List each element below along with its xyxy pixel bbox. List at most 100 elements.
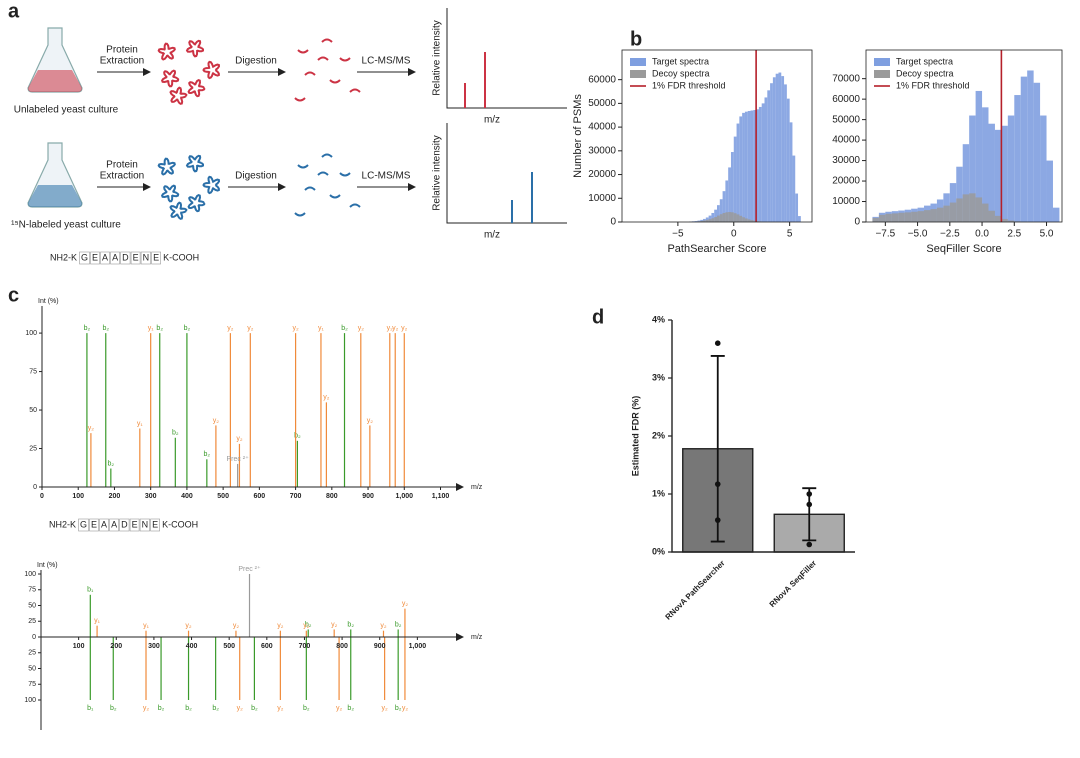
histogram-bar: [739, 116, 743, 222]
histogram-bar: [747, 110, 751, 222]
peak-label: b₂: [251, 705, 258, 712]
histogram-bar: [1020, 76, 1028, 222]
y-tick-label: 25: [28, 618, 36, 625]
x-tick-label: 800: [326, 493, 338, 500]
histogram-bar: [703, 220, 706, 222]
histogram-bar: [761, 103, 765, 222]
peak-label: b₂: [212, 705, 219, 712]
residue-box: [150, 518, 160, 532]
x-tick-label: 700: [290, 493, 302, 500]
sequence-residue: G: [80, 519, 87, 529]
x-tick-label: −2.5: [940, 229, 960, 240]
y-tick-label: 100: [24, 571, 36, 578]
y-axis-label: Int (%): [38, 298, 59, 305]
histogram-bar: [898, 212, 905, 222]
histogram-bar: [711, 218, 715, 222]
peptide: [339, 57, 351, 62]
histogram-bar: [1027, 70, 1034, 222]
histogram-bar: [775, 73, 779, 222]
histogram-bar: [708, 219, 712, 222]
histogram-bar: [994, 215, 1002, 222]
histogram-bar: [792, 155, 796, 222]
sequence-residue: A: [112, 252, 118, 262]
histogram-bar: [728, 212, 731, 222]
legend-swatch: [874, 70, 890, 78]
y-tick-label: 50000: [832, 114, 860, 125]
peak-label: b₂: [341, 325, 348, 332]
peak-label: b₂: [84, 325, 91, 332]
x-tick-label: 2.5: [1007, 229, 1021, 240]
histogram-bar: [911, 211, 918, 222]
axes-frame: [865, 49, 1063, 223]
histogram-bar: [728, 167, 731, 222]
histogram-bar: [733, 213, 737, 222]
peak-label: y₂: [303, 623, 310, 630]
legend-swatch: [874, 58, 890, 66]
y-tick-label: 2%: [652, 430, 665, 440]
step-label: Protein: [106, 160, 138, 171]
histogram-bar: [733, 136, 737, 222]
protein: [202, 60, 221, 80]
y-tick-label: 75: [28, 681, 36, 688]
histogram-bar: [770, 83, 773, 222]
legend-swatch: [630, 58, 646, 66]
histogram-bar: [1007, 220, 1015, 222]
histogram-bar: [764, 97, 768, 222]
histogram-bar: [708, 215, 712, 222]
sequence-residue: E: [91, 519, 97, 529]
x-tick-label: 1,100: [432, 493, 450, 500]
spectrum-axes: [446, 8, 567, 109]
histogram-bar: [744, 111, 748, 222]
legend-swatch: [630, 70, 646, 78]
histogram-bar: [924, 210, 931, 222]
histogram-bar: [962, 194, 970, 222]
axis-label: m/z: [484, 230, 500, 241]
x-tick-label: 900: [362, 493, 374, 500]
sequence-residue: A: [101, 519, 107, 529]
peak-label: y₂: [143, 705, 150, 712]
protein: [185, 39, 204, 58]
histogram-bar: [878, 214, 886, 222]
x-axis-label: SeqFiller Score: [926, 243, 1001, 255]
histogram-bar: [956, 166, 963, 222]
histogram-bar: [962, 144, 970, 222]
histogram-bar: [714, 217, 717, 222]
y-tick-label: 20000: [588, 169, 616, 180]
y-tick-label: 10000: [832, 196, 860, 207]
histogram-bar: [750, 110, 754, 222]
histogram-bar: [798, 216, 801, 222]
x-tick-label: 5: [787, 229, 793, 240]
step-label: Protein: [106, 45, 138, 56]
error-bar: [802, 487, 817, 542]
histogram-bar: [784, 84, 787, 223]
peptide: [349, 88, 361, 93]
x-tick-label: 0.0: [975, 229, 989, 240]
peak-label: b₂: [158, 705, 165, 712]
histogram-bar: [885, 213, 892, 222]
histogram-bar: [717, 205, 720, 222]
x-tick-label: 500: [217, 493, 229, 500]
panel-label: a: [8, 0, 20, 22]
x-tick-label: RNovA PathSearcher: [664, 559, 727, 622]
peptide: [317, 171, 329, 176]
sequence-residue: K-COOH: [163, 252, 199, 262]
peak-label: b₂: [156, 325, 163, 332]
peak-label: b₂: [185, 705, 192, 712]
histogram-bar: [975, 90, 983, 222]
protein: [169, 201, 188, 220]
histogram-bar: [1046, 160, 1053, 222]
x-tick-label: 5.0: [1040, 229, 1054, 240]
peptide: [304, 71, 316, 76]
histogram-bar: [994, 129, 1002, 222]
residue-box: [99, 518, 109, 532]
residue-box: [100, 251, 110, 265]
peak-label: y₁: [137, 420, 144, 427]
x-tick-label: 1,000: [409, 643, 427, 650]
axis-label: m/z: [484, 115, 500, 126]
peak-label: y₂: [292, 325, 299, 332]
y-tick-label: 3%: [652, 372, 665, 382]
peak-label: b₂: [305, 621, 312, 628]
histogram-bar: [1001, 125, 1008, 222]
culture-label: ¹⁵N-labeled yeast culture: [11, 220, 121, 231]
